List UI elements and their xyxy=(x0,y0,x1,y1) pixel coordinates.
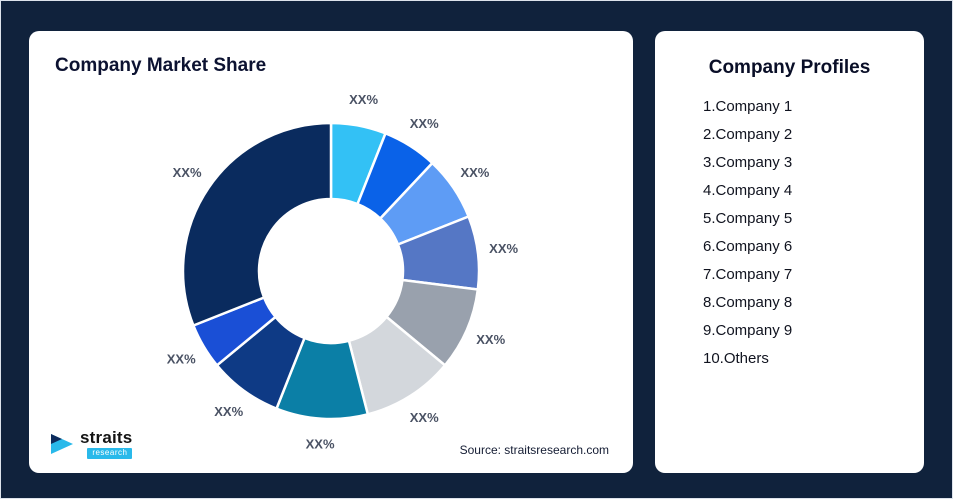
profiles-title: Company Profiles xyxy=(708,57,871,78)
logo-subtitle: research xyxy=(87,448,133,459)
profile-list-item: 8.Company 8 xyxy=(703,294,793,311)
segment-label: XX% xyxy=(167,352,196,367)
market-share-donut: XX% XX% XX% XX% XX% XX% XX% XX% XX% XX% xyxy=(167,92,519,452)
segment-label: XX% xyxy=(460,165,489,180)
profile-list-item: 9.Company 9 xyxy=(703,322,793,339)
segment-label: XX% xyxy=(349,92,378,107)
chart-title: Company Market Share xyxy=(55,55,267,76)
segment-label: XX% xyxy=(214,404,243,419)
profile-list-item: 5.Company 5 xyxy=(703,210,793,227)
logo-arrow-icon xyxy=(51,434,73,454)
profile-list-item: 3.Company 3 xyxy=(703,154,793,171)
source-attribution: Source: straitsresearch.com xyxy=(459,443,609,457)
straits-research-logo: straits research xyxy=(49,428,133,459)
segment-label: XX% xyxy=(489,241,518,256)
logo-text: straits research xyxy=(80,428,133,459)
profile-list-item: 2.Company 2 xyxy=(703,126,793,143)
segment-label: XX% xyxy=(476,332,505,347)
profile-list-item: 7.Company 7 xyxy=(703,266,793,283)
profile-list-item: 10.Others xyxy=(703,350,769,367)
company-profiles-card: Company Profiles 1.Company 1 2.Company 2… xyxy=(655,31,924,473)
segment-label: XX% xyxy=(410,116,439,131)
donut-segment-10 xyxy=(181,121,333,327)
profile-list-item: 1.Company 1 xyxy=(703,98,793,115)
market-share-card: Company Market Share XX% XX% XX% XX% XX% XX% X… xyxy=(29,31,633,473)
profile-list-item: 6.Company 6 xyxy=(703,238,793,255)
profile-list-item: 4.Company 4 xyxy=(703,182,793,199)
logo-name: straits xyxy=(80,428,133,447)
segment-label: XX% xyxy=(173,165,202,180)
segment-label: XX% xyxy=(410,410,439,425)
profiles-list: 1.Company 1 2.Company 2 3.Company 3 4.Co… xyxy=(655,97,924,368)
segment-label: XX% xyxy=(306,437,335,452)
